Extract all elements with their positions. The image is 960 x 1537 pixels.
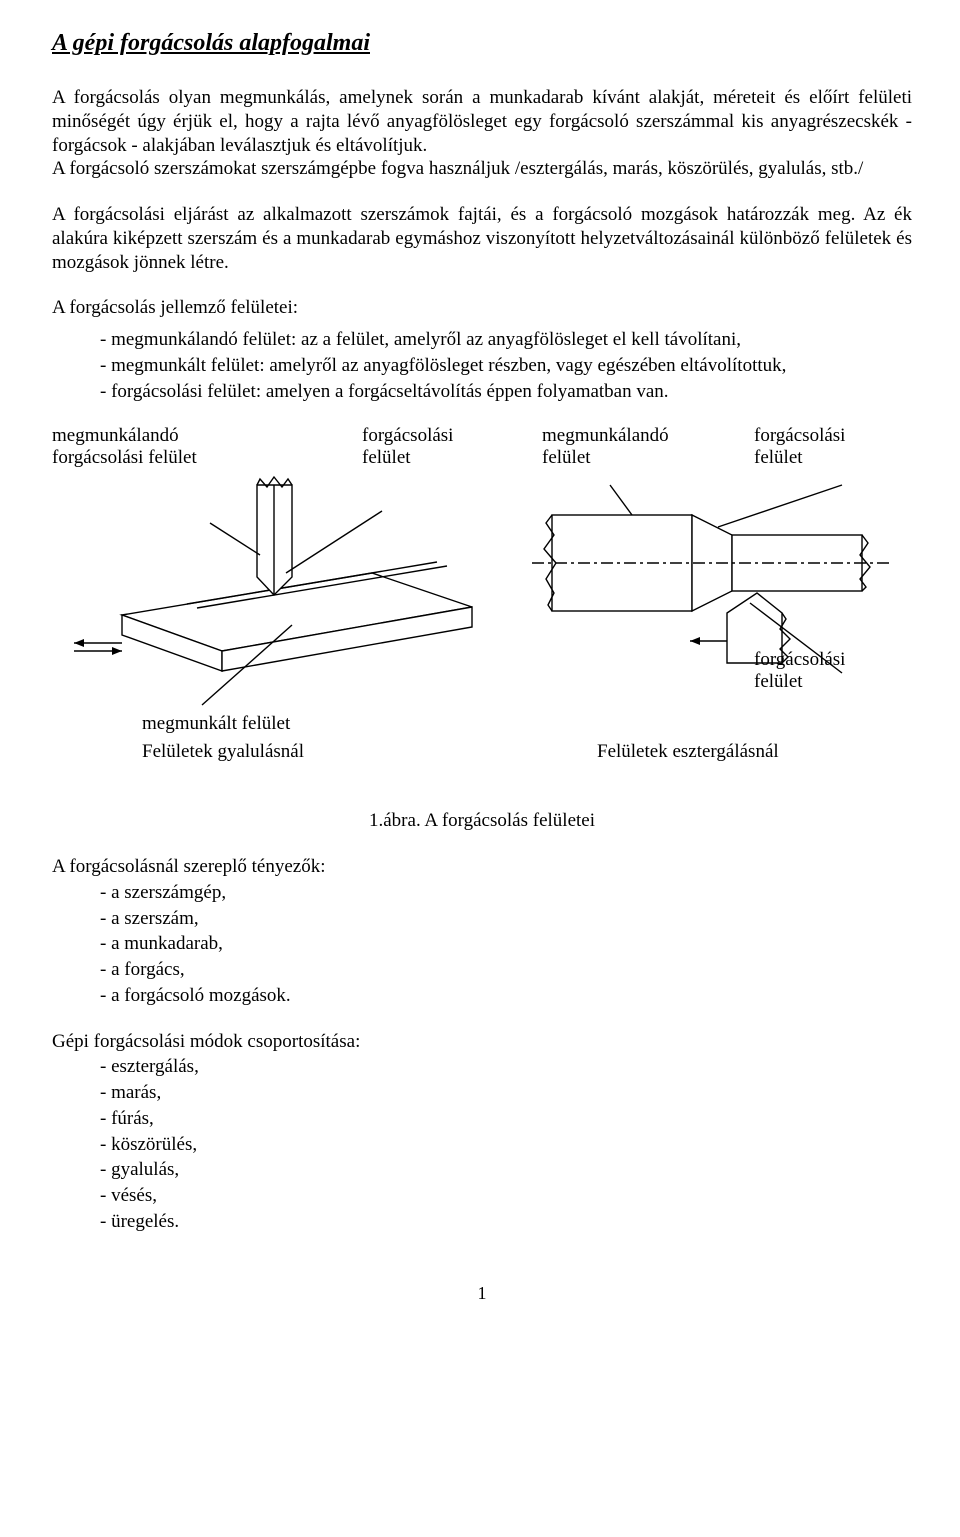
list-item: - a szerszámgép, xyxy=(100,881,912,905)
modes-list: - esztergálás, - marás, - fúrás, - köszö… xyxy=(100,1055,912,1233)
label-line: felület xyxy=(542,447,591,468)
list-item: - köszörülés, xyxy=(100,1133,912,1157)
label-line: felület xyxy=(362,447,411,468)
figure-caption: 1.ábra. A forgácsolás felületei xyxy=(52,809,912,833)
label-forgacsolasi-felulet-2: forgácsolási felület xyxy=(754,425,845,469)
label-line: forgácsolási xyxy=(362,425,453,446)
modes-lead: Gépi forgácsolási módok csoportosítása: xyxy=(52,1030,912,1054)
list-item: - fúrás, xyxy=(100,1107,912,1131)
turning-diagram xyxy=(522,463,922,723)
paragraph-2: A forgácsolási eljárást az alkalmazott s… xyxy=(52,203,912,274)
label-megmunkalando-felulet: megmunkálandó felület xyxy=(542,425,669,469)
label-line: felület xyxy=(754,671,803,692)
paragraph-1a-text: A forgácsolás olyan megmunkálás, amelyne… xyxy=(52,87,912,156)
caption-right: Felületek esztergálásnál xyxy=(597,741,779,763)
factors-list: - a szerszámgép, - a szerszám, - a munka… xyxy=(100,881,912,1008)
factors-lead: A forgácsolásnál szereplő tényezők: xyxy=(52,855,912,879)
label-megmunkalt-felulet: megmunkált felület xyxy=(142,713,290,735)
paragraph-1b-text: A forgácsoló szerszámokat szerszámgépbe … xyxy=(52,158,863,179)
surfaces-list: - megmunkálandó felület: az a felület, a… xyxy=(100,328,912,403)
caption-left: Felületek gyalulásnál xyxy=(142,741,304,763)
list-item: - a munkadarab, xyxy=(100,932,912,956)
label-forgacsolasi-felulet-1: forgácsolási felület xyxy=(362,425,453,469)
label-line: megmunkálandó xyxy=(52,425,179,446)
label-line: forgácsolási xyxy=(754,649,845,670)
list-item: - marás, xyxy=(100,1081,912,1105)
label-line: forgácsolási xyxy=(754,425,845,446)
list-item: - vésés, xyxy=(100,1184,912,1208)
paragraph-1: A forgácsolás olyan megmunkálás, amelyne… xyxy=(52,86,912,181)
surfaces-lead: A forgácsolás jellemző felületei: xyxy=(52,296,912,320)
list-item: - a forgács, xyxy=(100,958,912,982)
page-number: 1 xyxy=(52,1282,912,1305)
label-line: megmunkálandó xyxy=(542,425,669,446)
label-forgacsolasi-felulet-3: forgácsolási felület xyxy=(754,649,845,693)
list-item: - megmunkált felület: amelyről az anyagf… xyxy=(100,354,912,378)
page-title: A gépi forgácsolás alapfogalmai xyxy=(52,28,912,58)
label-line: forgácsolási felület xyxy=(52,447,197,468)
list-item: - megmunkálandó felület: az a felület, a… xyxy=(100,328,912,352)
label-megmunkalando-forgacsolasi: megmunkálandó forgácsolási felület xyxy=(52,425,197,469)
planing-diagram xyxy=(62,465,492,725)
list-item: - üregelés. xyxy=(100,1210,912,1234)
list-item: - a forgácsoló mozgások. xyxy=(100,984,912,1008)
list-item: - gyalulás, xyxy=(100,1158,912,1182)
list-item: - forgácsolási felület: amelyen a forgác… xyxy=(100,380,912,404)
list-item: - a szerszám, xyxy=(100,907,912,931)
label-line: felület xyxy=(754,447,803,468)
list-item: - esztergálás, xyxy=(100,1055,912,1079)
figure-1: megmunkálandó forgácsolási felület forgá… xyxy=(52,425,912,805)
